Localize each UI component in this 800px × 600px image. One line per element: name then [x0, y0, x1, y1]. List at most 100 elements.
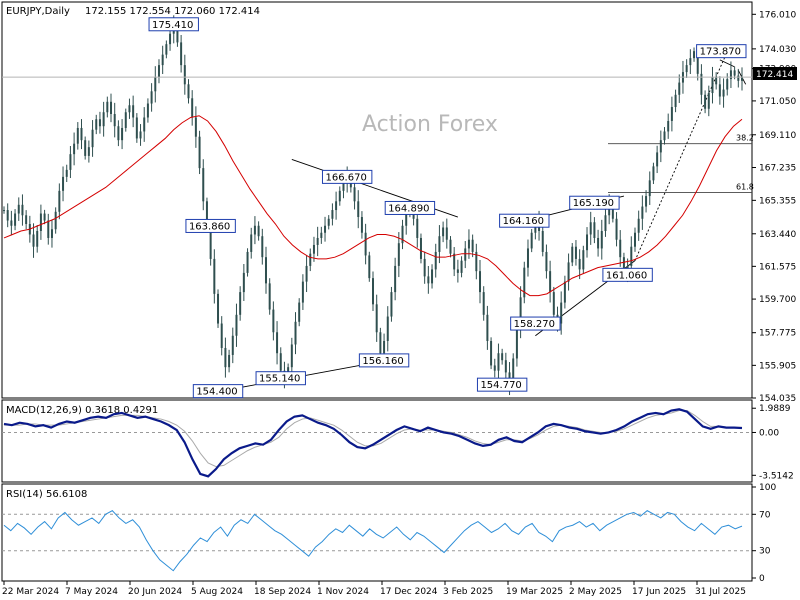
price-bar-body [493, 365, 496, 371]
price-tick-label: 169.110 [759, 131, 796, 141]
price-bar-body [523, 267, 526, 298]
price-bar-body [696, 51, 699, 74]
rsi-tick-label: 100 [759, 483, 776, 493]
price-bar-body [98, 119, 101, 127]
price-bar-body [276, 332, 279, 354]
price-bar-body [180, 42, 183, 66]
annotation-box [148, 17, 199, 32]
macd-tick-label: -3.5142 [759, 471, 794, 481]
annotation-box [569, 195, 620, 210]
price-bar-body [652, 166, 655, 181]
macd-line [3, 408, 743, 478]
price-bar-body [25, 215, 28, 225]
annotation-box [476, 377, 528, 392]
price-bar-body [316, 237, 319, 245]
price-bar-body [242, 272, 245, 293]
price-bar-body [545, 251, 548, 272]
price-bar-body [530, 232, 533, 249]
annotation-label: 164.890 [388, 203, 429, 214]
annotation-label: 173.870 [700, 47, 741, 58]
price-bar-body [563, 281, 566, 303]
annotation-label: 154.400 [196, 387, 237, 398]
price-bar-body [645, 196, 648, 207]
price-bar-body [150, 91, 153, 104]
price-bar-body [685, 65, 688, 73]
price-bar-body [431, 269, 434, 284]
price-bar-body [693, 51, 696, 59]
macd-y-axis: 1.9889 0.00 -3.5142 [752, 404, 794, 481]
price-tick-label: 167.235 [759, 164, 796, 174]
price-bar-body [272, 309, 275, 333]
price-bar-body [674, 94, 677, 108]
price-bar-body [442, 227, 445, 237]
price-bar-body [146, 103, 149, 118]
price-bar-body [659, 140, 662, 153]
price-bar-body [54, 211, 57, 230]
price-tick-label: 176.010 [759, 10, 796, 20]
price-bar-body [364, 232, 367, 256]
price-bar-body [50, 229, 53, 238]
price-bar-body [202, 168, 205, 202]
price-tick-label: 174.030 [759, 45, 796, 55]
macd-title: MACD(12,26,9) 0.3618 0.4291 [6, 405, 158, 416]
rsi-line [3, 510, 743, 572]
price-tick-label: 171.050 [759, 97, 796, 107]
price-bar-body [663, 131, 666, 141]
price-bar-body [320, 232, 323, 238]
price-bar-body [541, 230, 544, 252]
price-bar-body [143, 117, 146, 132]
annotation-label: 166.670 [325, 172, 366, 183]
price-bar-body [689, 58, 692, 66]
price-bar-body [571, 246, 574, 263]
price-bar-body [298, 302, 301, 322]
price-bar-body [357, 201, 360, 218]
price-bar-body [205, 201, 208, 226]
x-tick-label: 17 Jun 2025 [632, 587, 686, 597]
price-bar-body [471, 239, 474, 252]
price-bar-body [6, 210, 9, 221]
price-bar-body [209, 225, 212, 259]
price-bar-body [619, 239, 622, 258]
x-tick-label: 20 Jun 2024 [128, 587, 182, 597]
price-bar-body [331, 210, 334, 219]
price-bar-body [401, 225, 404, 244]
price-bar-body [648, 180, 651, 197]
x-tick-label: 1 Nov 2024 [317, 587, 369, 597]
price-bar-body [386, 316, 389, 341]
price-bar-body [633, 232, 636, 247]
price-bar-body [600, 230, 603, 249]
price-bar-body [110, 101, 113, 115]
annotation-box [499, 213, 550, 228]
price-bar-body [268, 283, 271, 310]
price-bar-body [169, 33, 172, 45]
annotation-box [185, 218, 236, 233]
price-bar-body [261, 236, 264, 258]
macd-tick-label: 0.00 [759, 428, 779, 438]
price-bar-body [3, 210, 5, 212]
price-bar-body [582, 250, 585, 270]
price-bar-body [405, 213, 408, 226]
x-tick-label: 5 Aug 2024 [191, 587, 243, 597]
price-bar-body [475, 251, 478, 272]
x-axis: 22 Mar 2024 7 May 2024 20 Jun 2024 5 Aug 20… [2, 581, 746, 597]
price-bar-body [394, 265, 397, 293]
price-bar-body [213, 258, 216, 294]
price-bar-body [670, 107, 673, 121]
price-bar-body [69, 154, 72, 170]
price-bar-body [194, 117, 197, 137]
price-bar-body [641, 206, 644, 219]
x-tick-label: 31 Jul 2025 [695, 587, 746, 597]
price-bar-body [397, 243, 400, 266]
price-bar-body [106, 101, 109, 113]
price-bar-body [301, 281, 304, 303]
annotation-box [384, 200, 436, 215]
price-bar-body [231, 335, 234, 355]
price-bar-body [678, 82, 681, 95]
price-bar-body [220, 323, 223, 348]
annotation-box [255, 371, 306, 386]
price-bar-body [464, 248, 467, 261]
rsi-title: RSI(14) 56.6108 [6, 489, 87, 500]
price-bar-body [390, 292, 393, 317]
macd-tick-label: 1.9889 [759, 404, 791, 414]
price-bar-body [526, 248, 529, 268]
